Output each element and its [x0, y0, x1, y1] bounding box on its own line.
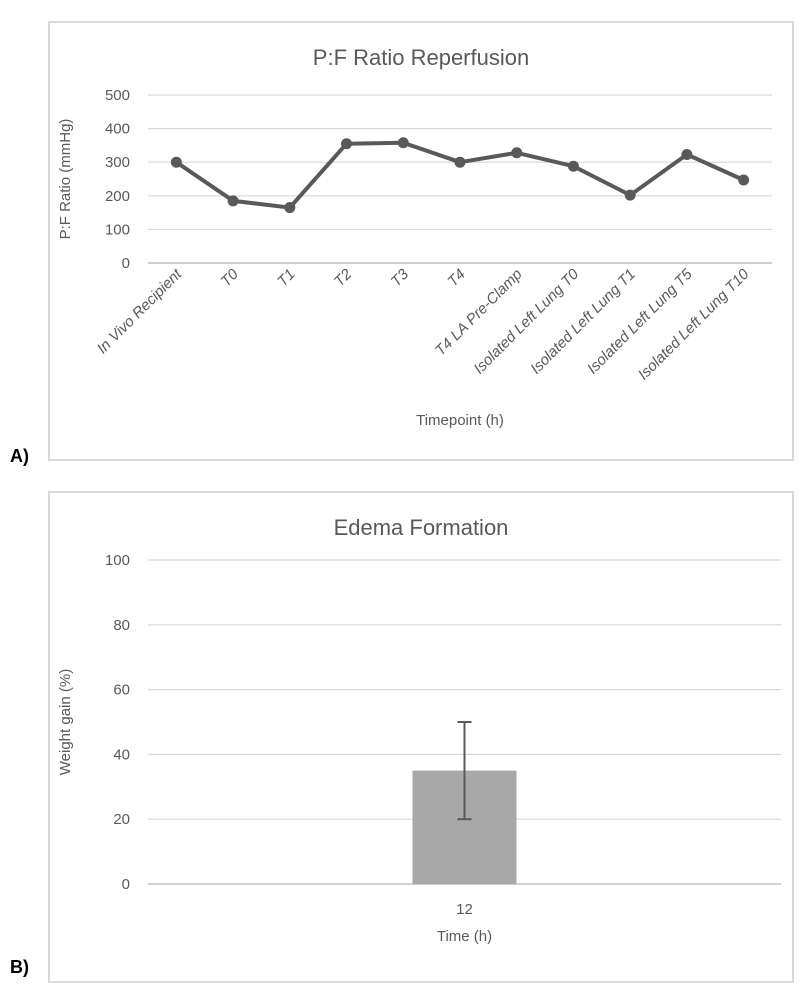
y-axis-label: Weight gain (%): [57, 669, 74, 775]
y-tick-label: 60: [113, 682, 130, 699]
data-point-marker: [738, 174, 750, 186]
x-axis-label: Time (h): [437, 928, 492, 945]
y-tick-label: 100: [105, 552, 130, 569]
y-tick-label: 40: [113, 746, 130, 763]
y-tick-label: 0: [122, 876, 130, 893]
series-line: [174, 140, 746, 210]
x-tick-label: Isolated Left Lung T1: [527, 266, 639, 378]
edema-bar-chart: 0 20 40 60 80 100 Edema Formation Weight gain (…: [57, 515, 781, 945]
data-point-marker: [567, 160, 579, 172]
x-tick-label: Isolated Left Lung T10: [635, 265, 753, 383]
x-tick-label: T4: [444, 266, 468, 290]
y-axis-label: P:F Ratio (mmHg): [57, 119, 74, 240]
panel-label-a: A): [10, 446, 29, 466]
y-tick-label: 100: [105, 221, 130, 238]
data-point-marker: [624, 189, 636, 201]
chart-panel-a: 0 100 200 300 400 500 P:F Ratio Reperfusion P:F…: [48, 21, 794, 461]
y-tick-label: 20: [113, 811, 130, 828]
y-tick-label: 400: [105, 121, 130, 138]
pf-ratio-line-chart: 0 100 200 300 400 500 P:F Ratio Reperfusion P:F…: [57, 45, 772, 429]
data-point-marker: [454, 156, 466, 168]
chart-title: Edema Formation: [334, 515, 509, 540]
panel-label-b: B): [10, 957, 29, 977]
x-axis-label: Timepoint (h): [416, 412, 504, 429]
data-point-marker: [341, 138, 353, 150]
y-tick-label: 200: [105, 188, 130, 205]
x-tick-label: 12: [456, 901, 473, 918]
data-point-marker: [511, 147, 523, 159]
error-bar: [457, 721, 472, 821]
y-tick-label: 0: [122, 255, 130, 272]
chart-panel-b: 0 20 40 60 80 100 Edema Formation Weight gain (…: [48, 491, 794, 983]
x-tick-label: T0: [218, 265, 243, 290]
data-point-marker: [170, 156, 182, 168]
y-tick-label: 500: [105, 87, 130, 104]
y-tick-label: 80: [113, 617, 130, 634]
x-tick-label: Isolated Left Lung T0: [471, 265, 583, 377]
data-point-marker: [284, 202, 296, 214]
x-tick-label: T2: [331, 265, 356, 290]
chart-title: P:F Ratio Reperfusion: [313, 45, 529, 70]
data-point-marker: [397, 137, 409, 149]
data-point-marker: [227, 195, 239, 207]
y-tick-label: 300: [105, 154, 130, 171]
x-tick-label: In Vivo Recipient: [94, 265, 186, 357]
x-tick-label: Isolated Left Lung T5: [584, 265, 696, 377]
x-tick-label: T3: [388, 265, 413, 290]
x-tick-label: T1: [274, 266, 298, 290]
data-point-marker: [681, 148, 693, 160]
